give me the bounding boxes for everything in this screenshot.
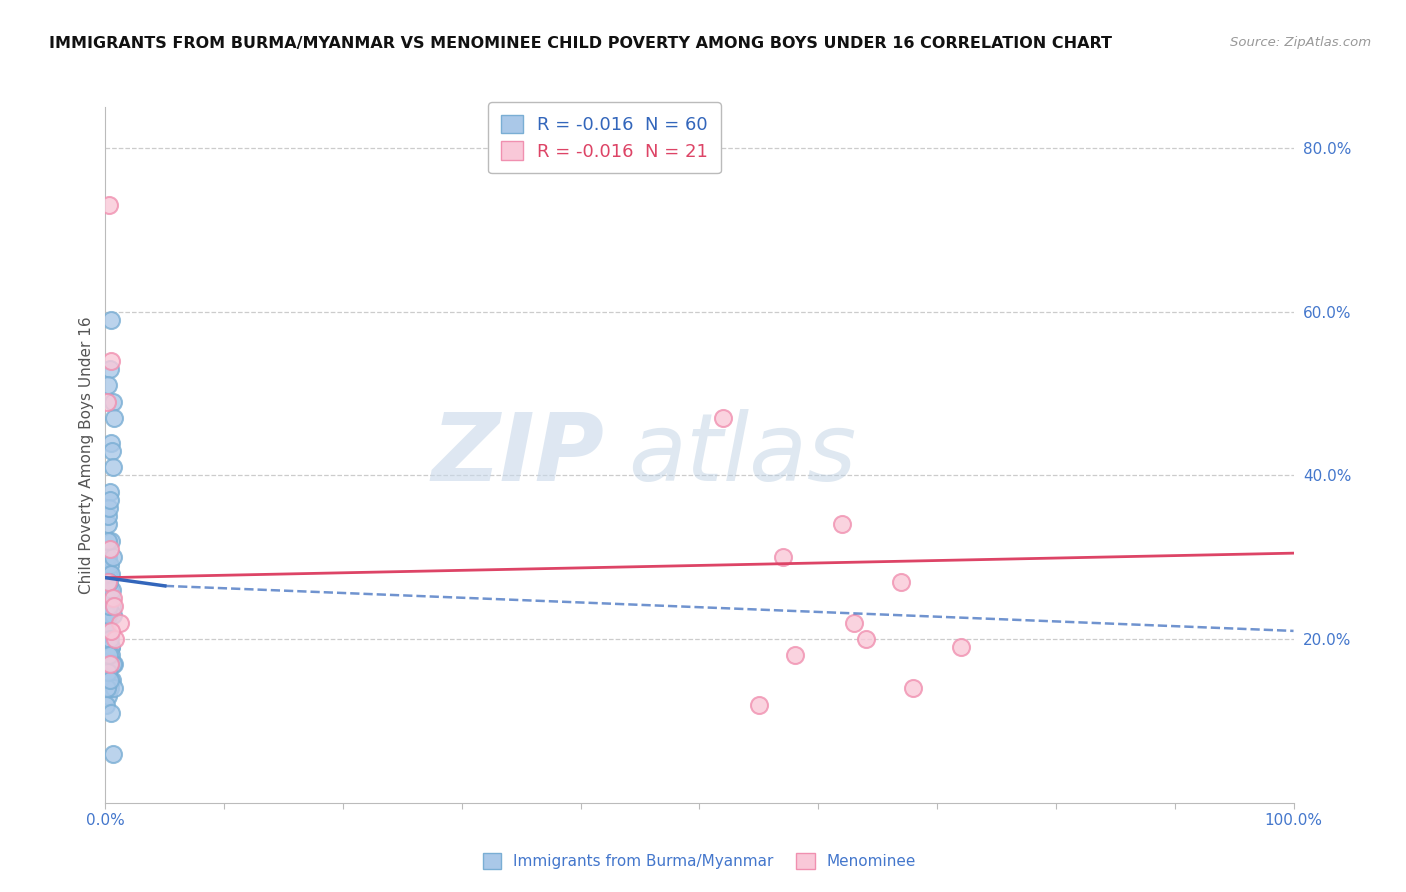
- Point: [96, 599, 118, 614]
- Point: [101, 582, 124, 597]
- Point: [97, 533, 120, 548]
- Point: [98, 492, 121, 507]
- Point: [96, 624, 118, 638]
- Point: [98, 198, 121, 212]
- Point: [103, 411, 125, 425]
- Point: [96, 615, 118, 630]
- Point: [98, 566, 121, 581]
- Point: [103, 599, 125, 614]
- Point: [97, 517, 120, 532]
- Y-axis label: Child Poverty Among Boys Under 16: Child Poverty Among Boys Under 16: [79, 316, 94, 594]
- Point: [100, 648, 122, 663]
- Point: [98, 681, 121, 696]
- Point: [903, 681, 925, 696]
- Point: [98, 648, 121, 663]
- Point: [98, 607, 121, 622]
- Point: [98, 632, 121, 646]
- Point: [96, 394, 118, 409]
- Point: [98, 582, 121, 597]
- Point: [96, 558, 118, 573]
- Point: [98, 484, 121, 499]
- Point: [98, 657, 121, 671]
- Point: [98, 599, 121, 614]
- Point: [100, 624, 122, 638]
- Point: [100, 435, 122, 450]
- Point: [98, 673, 121, 687]
- Point: [97, 632, 120, 646]
- Point: [97, 607, 120, 622]
- Legend: Immigrants from Burma/Myanmar, Menominee: Immigrants from Burma/Myanmar, Menominee: [477, 847, 922, 875]
- Point: [98, 657, 121, 671]
- Point: [100, 353, 122, 368]
- Point: [100, 706, 122, 720]
- Point: [98, 574, 121, 589]
- Point: [98, 673, 121, 687]
- Point: [949, 640, 972, 655]
- Point: [101, 673, 124, 687]
- Point: [100, 640, 122, 655]
- Point: [97, 550, 120, 565]
- Point: [748, 698, 770, 712]
- Point: [97, 509, 120, 524]
- Point: [96, 648, 118, 663]
- Point: [98, 673, 121, 687]
- Point: [97, 690, 120, 704]
- Point: [783, 648, 806, 663]
- Point: [103, 681, 125, 696]
- Point: [101, 550, 124, 565]
- Point: [711, 411, 734, 425]
- Point: [101, 607, 124, 622]
- Point: [101, 591, 124, 606]
- Point: [97, 378, 120, 392]
- Point: [855, 632, 877, 646]
- Point: [98, 501, 121, 516]
- Text: IMMIGRANTS FROM BURMA/MYANMAR VS MENOMINEE CHILD POVERTY AMONG BOYS UNDER 16 COR: IMMIGRANTS FROM BURMA/MYANMAR VS MENOMIN…: [49, 36, 1112, 51]
- Point: [101, 657, 124, 671]
- Point: [104, 632, 127, 646]
- Text: Source: ZipAtlas.com: Source: ZipAtlas.com: [1230, 36, 1371, 49]
- Point: [98, 657, 121, 671]
- Point: [890, 574, 912, 589]
- Point: [101, 443, 124, 458]
- Point: [772, 550, 794, 565]
- Point: [100, 566, 122, 581]
- Point: [100, 591, 122, 606]
- Point: [98, 362, 121, 376]
- Point: [100, 313, 122, 327]
- Point: [100, 640, 122, 655]
- Point: [98, 542, 121, 557]
- Point: [101, 599, 124, 614]
- Point: [103, 657, 125, 671]
- Point: [96, 698, 118, 712]
- Point: [100, 533, 122, 548]
- Point: [97, 566, 120, 581]
- Point: [97, 574, 120, 589]
- Point: [108, 615, 131, 630]
- Point: [831, 517, 853, 532]
- Point: [96, 681, 118, 696]
- Point: [96, 665, 118, 679]
- Point: [101, 394, 124, 409]
- Point: [101, 460, 124, 475]
- Point: [97, 574, 120, 589]
- Point: [96, 591, 118, 606]
- Point: [101, 747, 124, 761]
- Text: ZIP: ZIP: [432, 409, 605, 501]
- Point: [98, 558, 121, 573]
- Point: [842, 615, 865, 630]
- Text: atlas: atlas: [628, 409, 856, 500]
- Point: [97, 665, 120, 679]
